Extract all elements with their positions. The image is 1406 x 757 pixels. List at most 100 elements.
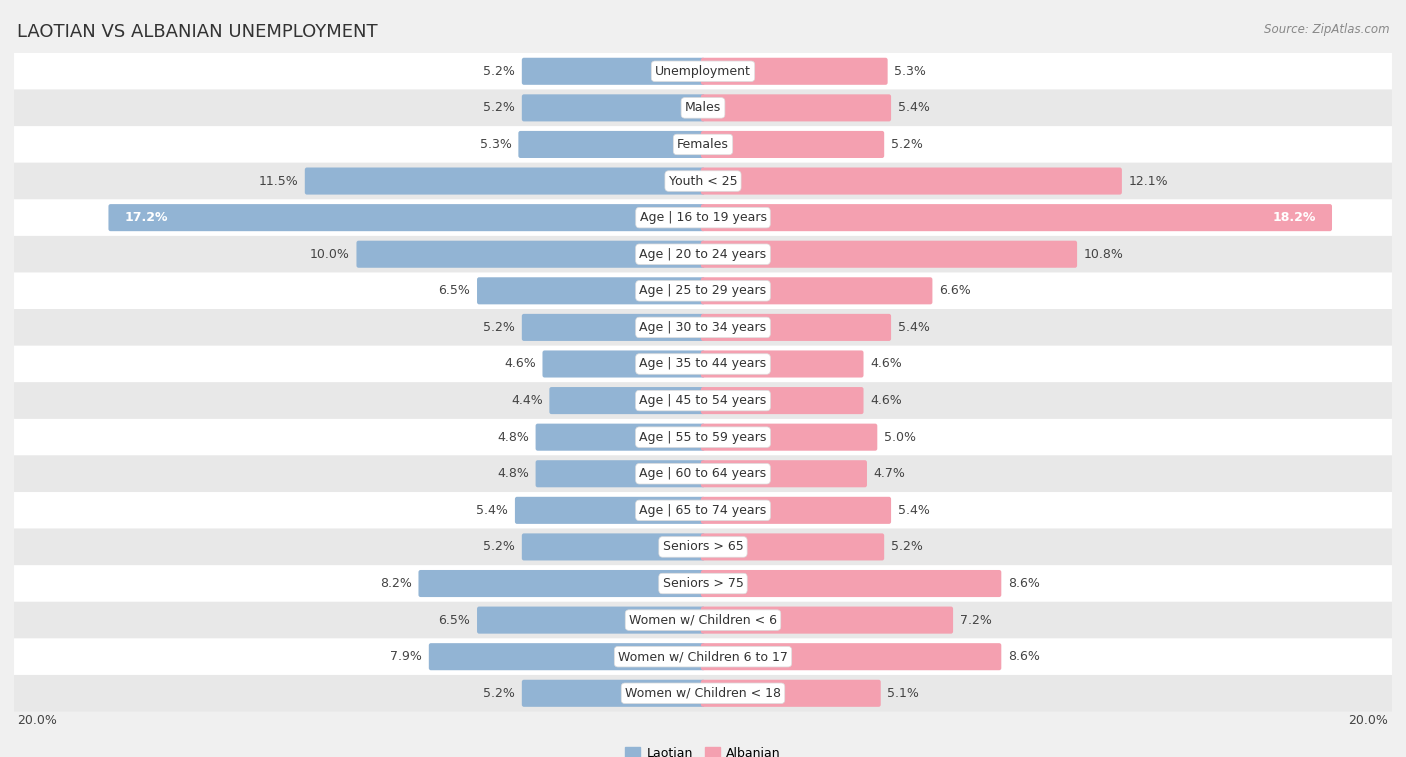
Text: 4.6%: 4.6% (505, 357, 536, 370)
Text: 20.0%: 20.0% (17, 714, 58, 727)
Text: Seniors > 65: Seniors > 65 (662, 540, 744, 553)
Text: 7.2%: 7.2% (960, 614, 991, 627)
FancyBboxPatch shape (14, 565, 1392, 602)
Text: 5.4%: 5.4% (897, 504, 929, 517)
FancyBboxPatch shape (108, 204, 704, 231)
Text: 20.0%: 20.0% (1348, 714, 1389, 727)
Text: Age | 35 to 44 years: Age | 35 to 44 years (640, 357, 766, 370)
FancyBboxPatch shape (522, 58, 704, 85)
FancyBboxPatch shape (702, 241, 1077, 268)
FancyBboxPatch shape (14, 89, 1392, 126)
FancyBboxPatch shape (305, 167, 704, 195)
FancyBboxPatch shape (14, 199, 1392, 236)
Text: 6.5%: 6.5% (439, 285, 471, 298)
Text: 10.0%: 10.0% (311, 248, 350, 260)
Text: 7.9%: 7.9% (391, 650, 422, 663)
Text: 5.3%: 5.3% (894, 65, 927, 78)
Text: 6.6%: 6.6% (939, 285, 970, 298)
Text: Source: ZipAtlas.com: Source: ZipAtlas.com (1264, 23, 1389, 36)
FancyBboxPatch shape (702, 570, 1001, 597)
FancyBboxPatch shape (702, 131, 884, 158)
Text: 8.6%: 8.6% (1008, 650, 1039, 663)
Text: Age | 55 to 59 years: Age | 55 to 59 years (640, 431, 766, 444)
Text: Age | 30 to 34 years: Age | 30 to 34 years (640, 321, 766, 334)
Text: LAOTIAN VS ALBANIAN UNEMPLOYMENT: LAOTIAN VS ALBANIAN UNEMPLOYMENT (17, 23, 377, 41)
Text: 18.2%: 18.2% (1272, 211, 1316, 224)
FancyBboxPatch shape (522, 314, 704, 341)
Text: 8.6%: 8.6% (1008, 577, 1039, 590)
FancyBboxPatch shape (702, 350, 863, 378)
Text: 6.5%: 6.5% (439, 614, 471, 627)
Text: 5.2%: 5.2% (484, 321, 515, 334)
Text: 4.7%: 4.7% (873, 467, 905, 480)
Text: Age | 45 to 54 years: Age | 45 to 54 years (640, 394, 766, 407)
Text: 17.2%: 17.2% (124, 211, 167, 224)
FancyBboxPatch shape (14, 492, 1392, 528)
FancyBboxPatch shape (550, 387, 704, 414)
Text: Women w/ Children < 6: Women w/ Children < 6 (628, 614, 778, 627)
Text: 5.3%: 5.3% (479, 138, 512, 151)
Text: Females: Females (678, 138, 728, 151)
Text: 5.4%: 5.4% (477, 504, 509, 517)
FancyBboxPatch shape (702, 680, 880, 707)
Text: 5.2%: 5.2% (891, 540, 922, 553)
Text: Youth < 25: Youth < 25 (669, 175, 737, 188)
FancyBboxPatch shape (14, 456, 1392, 492)
FancyBboxPatch shape (14, 419, 1392, 456)
Text: 4.6%: 4.6% (870, 394, 901, 407)
FancyBboxPatch shape (702, 424, 877, 450)
Text: 8.2%: 8.2% (380, 577, 412, 590)
Text: 5.0%: 5.0% (884, 431, 915, 444)
Text: Males: Males (685, 101, 721, 114)
FancyBboxPatch shape (519, 131, 704, 158)
FancyBboxPatch shape (477, 606, 704, 634)
FancyBboxPatch shape (429, 643, 704, 670)
FancyBboxPatch shape (14, 53, 1392, 89)
Text: Age | 65 to 74 years: Age | 65 to 74 years (640, 504, 766, 517)
Text: 5.4%: 5.4% (897, 101, 929, 114)
FancyBboxPatch shape (14, 236, 1392, 273)
Text: Age | 16 to 19 years: Age | 16 to 19 years (640, 211, 766, 224)
Text: Unemployment: Unemployment (655, 65, 751, 78)
Text: 4.6%: 4.6% (870, 357, 901, 370)
FancyBboxPatch shape (702, 314, 891, 341)
Text: Seniors > 75: Seniors > 75 (662, 577, 744, 590)
Text: 4.8%: 4.8% (498, 467, 529, 480)
FancyBboxPatch shape (702, 204, 1331, 231)
FancyBboxPatch shape (522, 534, 704, 560)
Text: 5.2%: 5.2% (891, 138, 922, 151)
FancyBboxPatch shape (477, 277, 704, 304)
Text: 4.4%: 4.4% (510, 394, 543, 407)
FancyBboxPatch shape (702, 606, 953, 634)
FancyBboxPatch shape (702, 387, 863, 414)
Text: 11.5%: 11.5% (259, 175, 298, 188)
FancyBboxPatch shape (14, 309, 1392, 346)
Text: 5.1%: 5.1% (887, 687, 920, 699)
FancyBboxPatch shape (536, 424, 704, 450)
Text: Age | 20 to 24 years: Age | 20 to 24 years (640, 248, 766, 260)
Text: 5.2%: 5.2% (484, 687, 515, 699)
FancyBboxPatch shape (702, 643, 1001, 670)
FancyBboxPatch shape (14, 602, 1392, 638)
FancyBboxPatch shape (14, 675, 1392, 712)
FancyBboxPatch shape (419, 570, 704, 597)
Legend: Laotian, Albanian: Laotian, Albanian (620, 742, 786, 757)
Text: 10.8%: 10.8% (1084, 248, 1123, 260)
FancyBboxPatch shape (14, 528, 1392, 565)
FancyBboxPatch shape (14, 638, 1392, 675)
FancyBboxPatch shape (702, 460, 868, 488)
FancyBboxPatch shape (522, 680, 704, 707)
FancyBboxPatch shape (543, 350, 704, 378)
Text: 5.4%: 5.4% (897, 321, 929, 334)
FancyBboxPatch shape (515, 497, 704, 524)
FancyBboxPatch shape (522, 95, 704, 121)
FancyBboxPatch shape (536, 460, 704, 488)
FancyBboxPatch shape (702, 58, 887, 85)
FancyBboxPatch shape (357, 241, 704, 268)
FancyBboxPatch shape (14, 126, 1392, 163)
Text: 12.1%: 12.1% (1129, 175, 1168, 188)
FancyBboxPatch shape (14, 382, 1392, 419)
Text: Age | 25 to 29 years: Age | 25 to 29 years (640, 285, 766, 298)
Text: 5.2%: 5.2% (484, 540, 515, 553)
Text: 5.2%: 5.2% (484, 101, 515, 114)
